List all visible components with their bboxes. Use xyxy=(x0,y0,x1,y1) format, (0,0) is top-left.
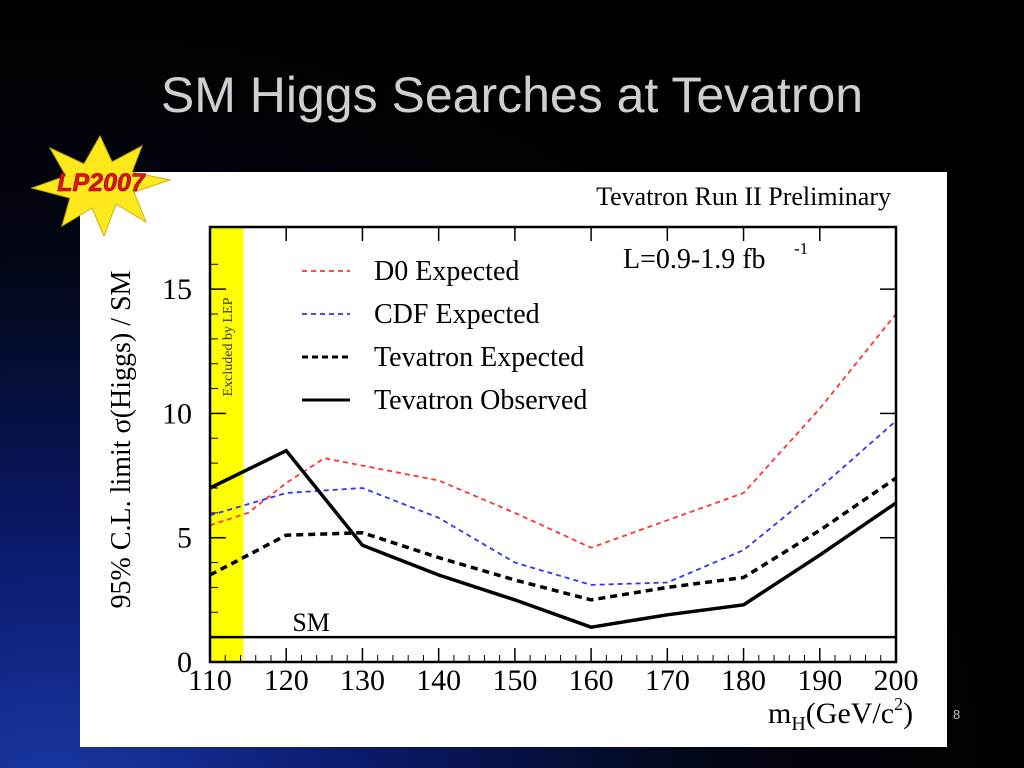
x-tick-label: 160 xyxy=(569,664,614,697)
badge-label: LP2007 xyxy=(57,169,146,197)
x-tick-label: 130 xyxy=(340,664,385,697)
x-tick-label: 120 xyxy=(264,664,309,697)
plot-panel: Excluded by LEP SM D0 Expected CDF Expect… xyxy=(80,172,947,747)
lp2007-badge: LP2007 xyxy=(30,134,172,238)
series-line-d0-expected xyxy=(209,313,897,549)
y-tick-label: 0 xyxy=(177,646,192,679)
x-tick-label: 110 xyxy=(188,664,232,697)
x-tick-label: 190 xyxy=(797,664,842,697)
legend-label: D0 Expected xyxy=(374,256,519,287)
page-number: 8 xyxy=(953,707,961,722)
y-tick-label: 10 xyxy=(162,397,192,430)
sm-line-label: SM xyxy=(292,608,330,637)
series-line-tevatron-expected xyxy=(209,476,897,602)
legend-label: Tevatron Observed xyxy=(374,385,587,416)
x-tick-label: 200 xyxy=(874,664,919,697)
luminosity-annotation: L=0.9-1.9 fb xyxy=(623,244,766,275)
legend-label: CDF Expected xyxy=(374,299,540,330)
y-tick-label: 5 xyxy=(177,522,192,555)
chart-title: Tevatron Run II Preliminary xyxy=(596,182,891,211)
x-tick-label: 140 xyxy=(416,664,461,697)
luminosity-annotation-sup: -1 xyxy=(794,239,808,258)
legend-label: Tevatron Expected xyxy=(374,342,584,373)
excluded-band xyxy=(210,227,244,662)
y-axis-label: 95% C.L. limit σ(Higgs) / SM xyxy=(106,270,137,608)
x-tick-label: 150 xyxy=(492,664,537,697)
x-tick-label: 170 xyxy=(645,664,690,697)
chart-svg: Excluded by LEP SM D0 Expected CDF Expect… xyxy=(106,182,919,735)
series-line-tevatron-observed xyxy=(209,448,897,629)
x-axis-label: mH(GeV/c2) xyxy=(768,694,913,735)
slide-title: SM Higgs Searches at Tevatron xyxy=(160,67,864,123)
y-tick-label: 15 xyxy=(162,273,192,306)
plot-frame xyxy=(208,225,898,664)
series-line-cdf-expected xyxy=(209,420,897,586)
excluded-band-label: Excluded by LEP xyxy=(221,297,236,396)
badge-star-icon xyxy=(30,134,172,238)
x-tick-label: 180 xyxy=(721,664,766,697)
